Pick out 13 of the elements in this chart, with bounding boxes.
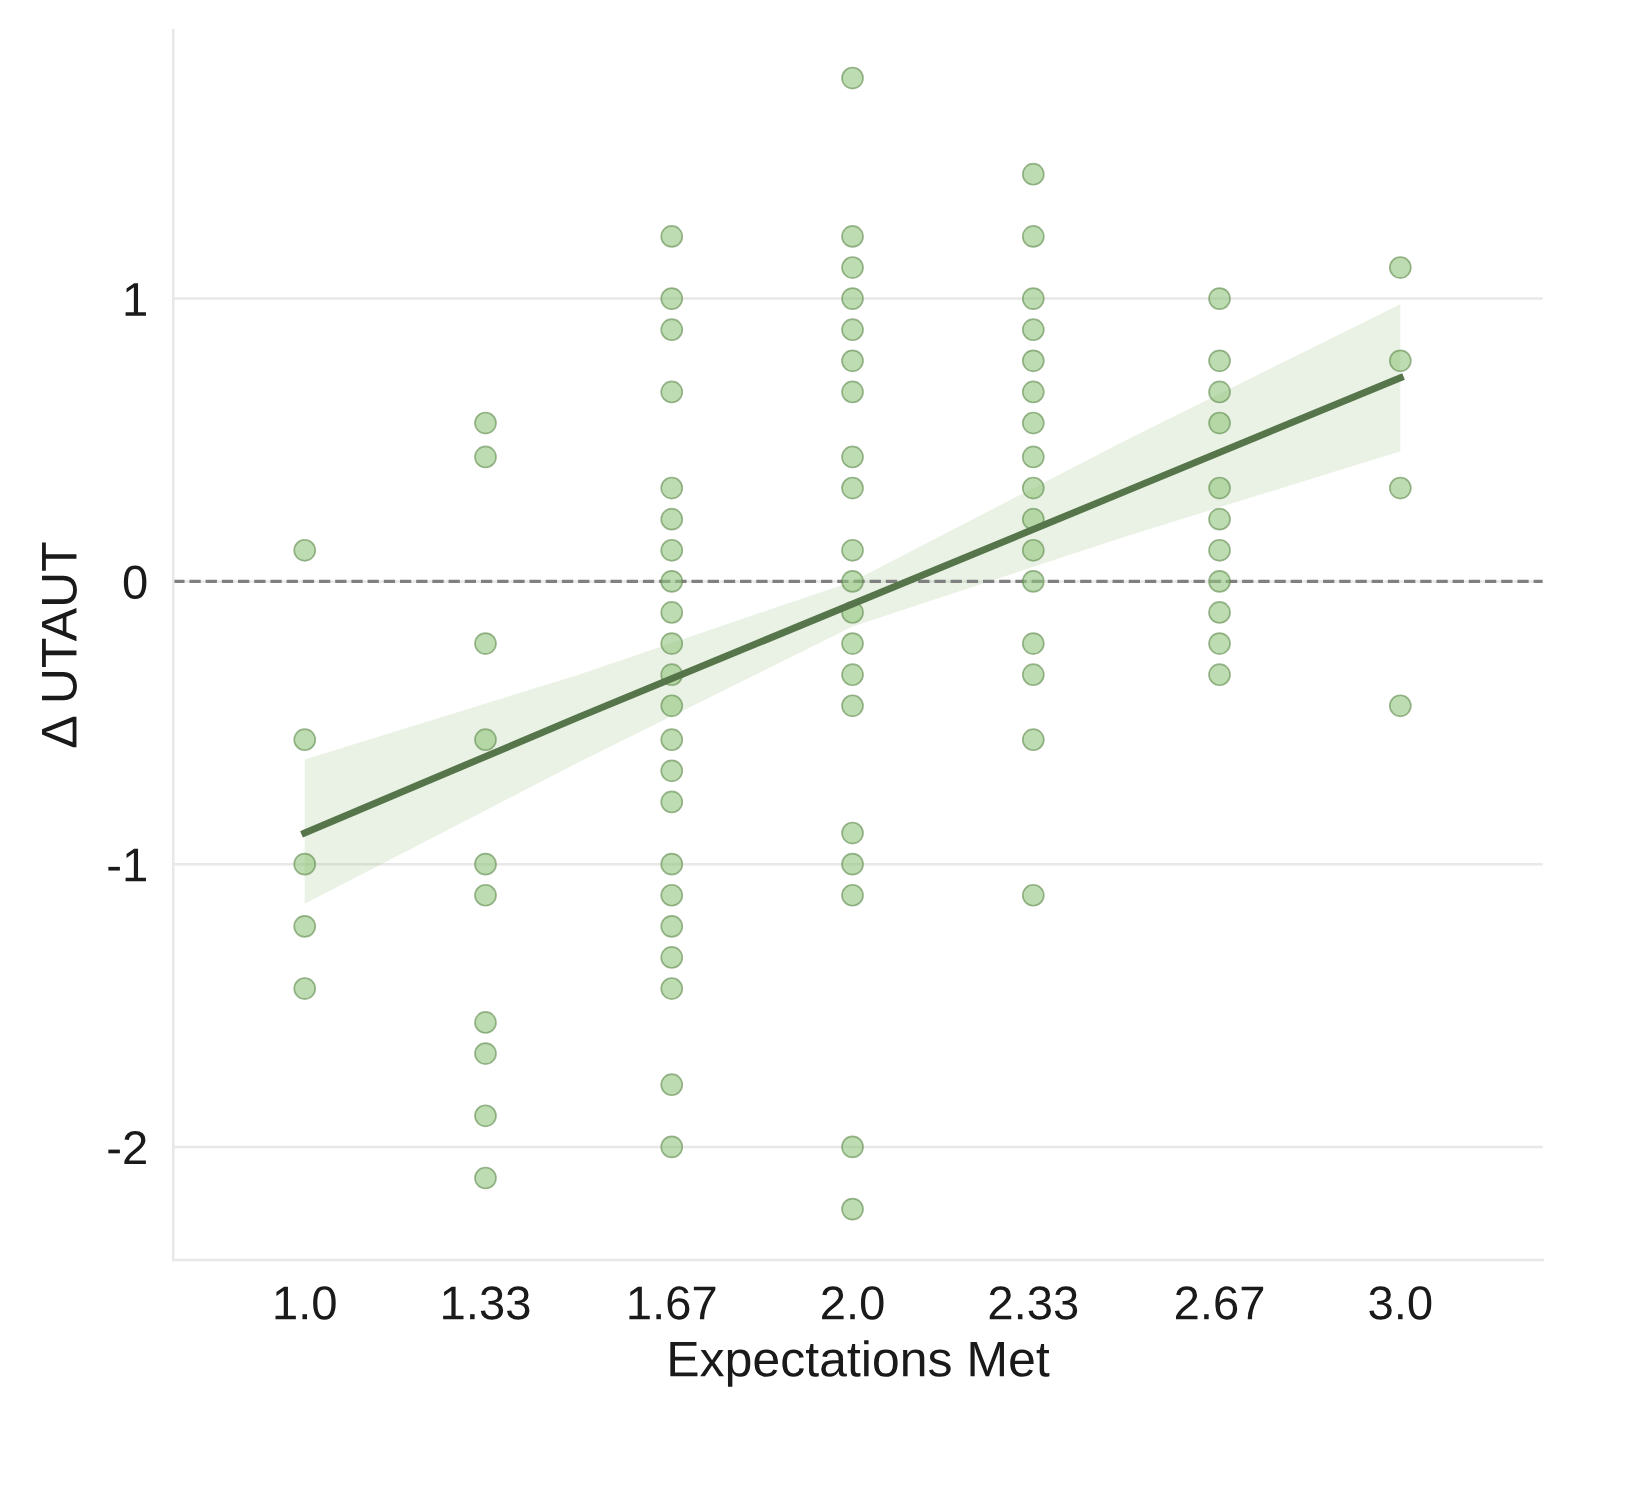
y-tick-label: -1: [108, 848, 146, 882]
y-tick-label: 0: [123, 565, 147, 599]
x-tick-label: 2.0: [822, 1286, 884, 1320]
x-tick-label: 1.67: [629, 1286, 716, 1320]
y-axis-title: Δ UTAUT: [42, 542, 77, 748]
x-tick-label: 2.67: [1175, 1286, 1264, 1320]
y-tick-label: 1: [125, 283, 146, 316]
x-tick-label: 3.0: [1369, 1286, 1432, 1320]
x-tick-label: 1.33: [443, 1286, 530, 1320]
x-tick-label: 2.33: [989, 1286, 1078, 1320]
y-tick-label: -2: [108, 1131, 146, 1165]
x-axis-title: Expectations Met: [670, 1340, 1050, 1387]
x-tick-label: 1.0: [275, 1286, 336, 1320]
